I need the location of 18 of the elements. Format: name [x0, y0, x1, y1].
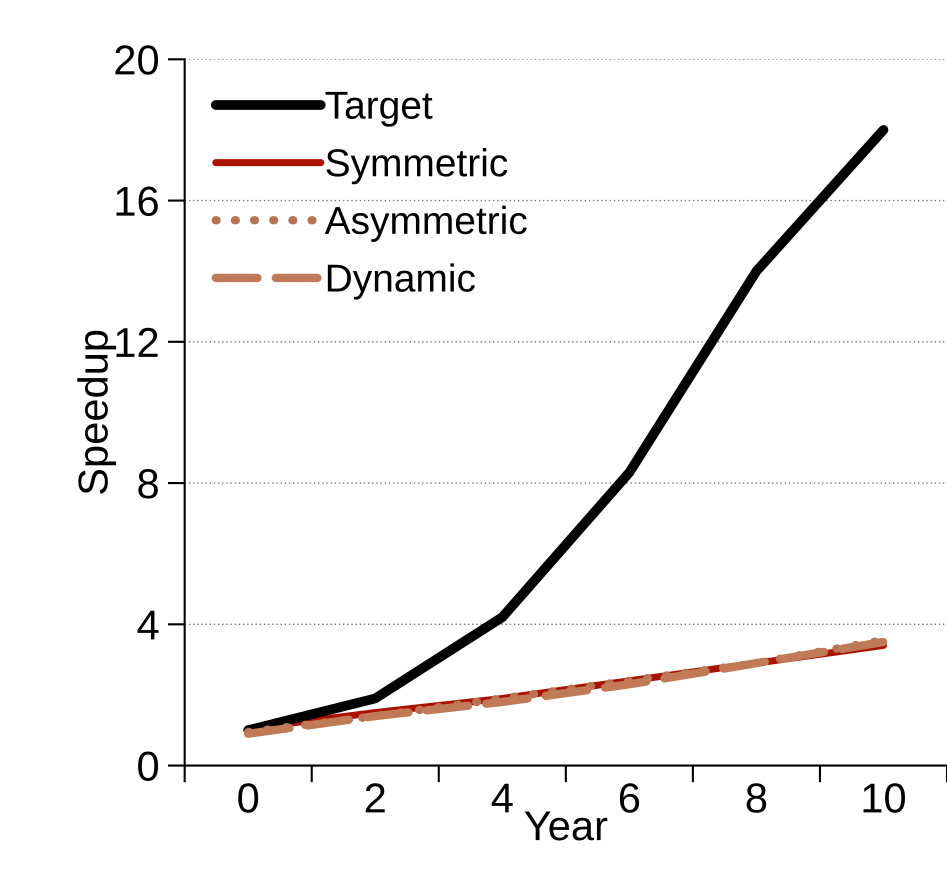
legend-label: Target: [326, 92, 432, 127]
x-tick-label: 0: [238, 783, 258, 813]
y-tick-label: 12: [116, 328, 158, 357]
y-tick-label: 8: [138, 469, 158, 499]
y-axis-title: Speedup: [77, 330, 116, 494]
x-tick-label: 6: [620, 783, 640, 813]
x-axis-title: Year: [524, 811, 608, 841]
y-tick-label: 16: [116, 186, 158, 216]
x-tick-label: 2: [366, 783, 385, 812]
x-tick-label: 10: [863, 783, 906, 813]
y-tick-label: 4: [137, 610, 158, 640]
x-tick-label: 4: [492, 784, 513, 812]
legend-label: Symmetric: [326, 148, 508, 184]
legend-label: Dynamic: [328, 263, 475, 300]
y-tick-label: 0: [138, 752, 158, 782]
x-tick-label: 8: [746, 783, 766, 813]
legend-label: Asymmetric: [324, 206, 527, 242]
y-tick-label: 20: [115, 45, 158, 75]
